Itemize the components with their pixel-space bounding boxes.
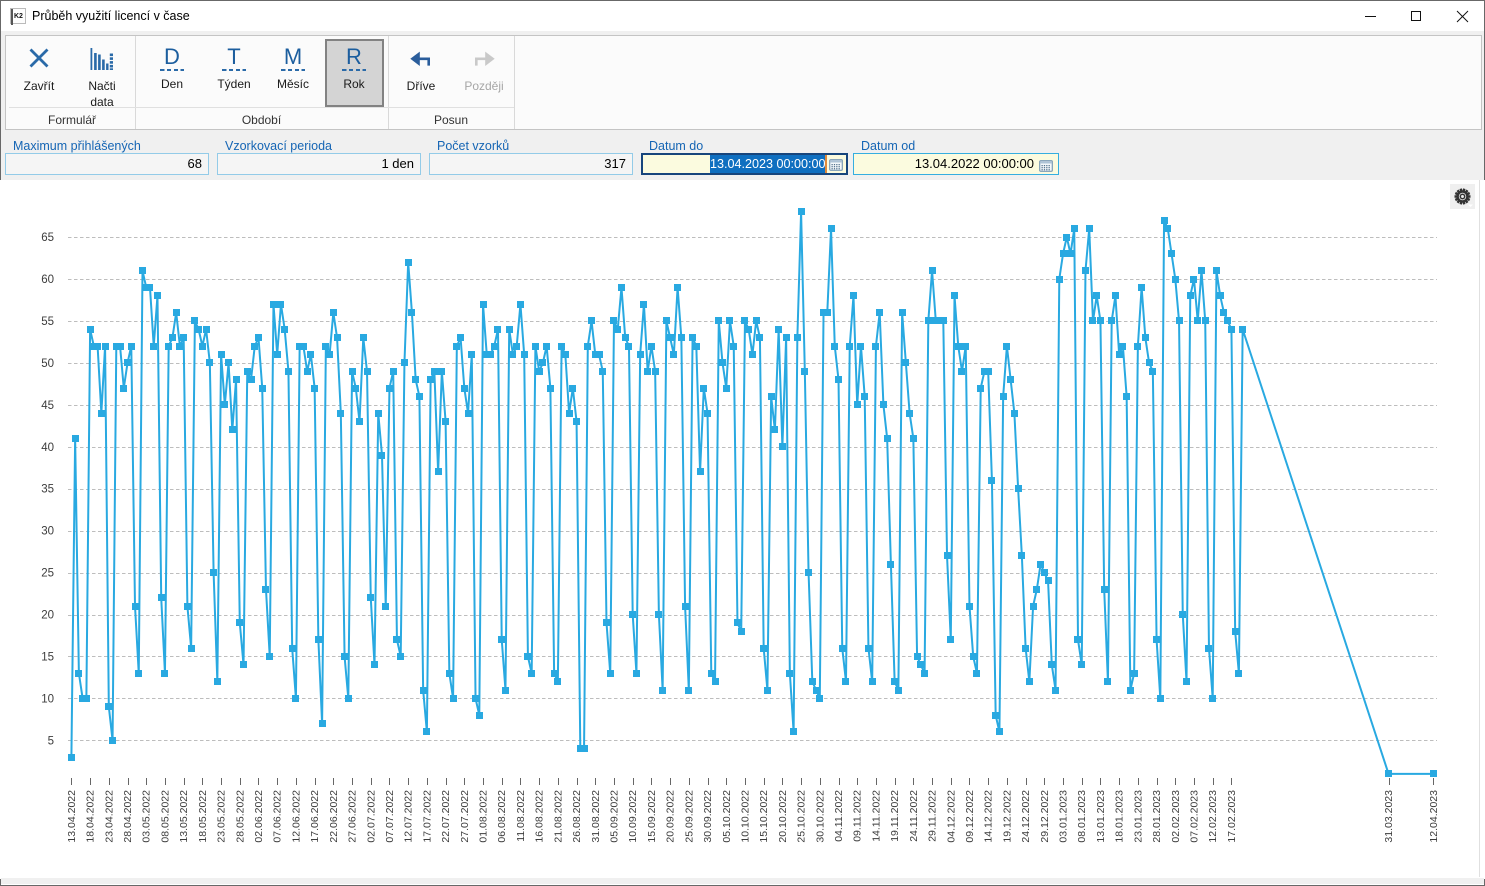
svg-text:12.07.2022: 12.07.2022: [403, 790, 415, 843]
svg-text:17.02.2023: 17.02.2023: [1226, 790, 1238, 843]
svg-text:27.06.2022: 27.06.2022: [347, 790, 359, 843]
svg-text:02.06.2022: 02.06.2022: [253, 790, 265, 843]
svg-text:23.04.2022: 23.04.2022: [103, 790, 115, 843]
svg-text:26.08.2022: 26.08.2022: [571, 790, 583, 843]
svg-text:19.11.2022: 19.11.2022: [889, 790, 901, 842]
svg-text:10: 10: [41, 693, 54, 705]
svg-text:20: 20: [41, 610, 54, 622]
svg-text:07.02.2023: 07.02.2023: [1189, 790, 1201, 843]
svg-text:10.09.2022: 10.09.2022: [627, 790, 639, 843]
svg-text:65: 65: [41, 232, 54, 244]
svg-text:14.11.2022: 14.11.2022: [870, 790, 882, 842]
svg-text:05.09.2022: 05.09.2022: [608, 790, 620, 843]
svg-text:09.12.2022: 09.12.2022: [964, 790, 976, 843]
svg-text:12.04.2023: 12.04.2023: [1428, 790, 1440, 843]
svg-text:25.09.2022: 25.09.2022: [683, 790, 695, 843]
svg-text:13.04.2022: 13.04.2022: [66, 790, 78, 843]
svg-text:30: 30: [41, 526, 54, 538]
svg-text:29.11.2022: 29.11.2022: [927, 790, 939, 842]
svg-text:25.10.2022: 25.10.2022: [796, 790, 808, 843]
svg-text:02.02.2023: 02.02.2023: [1170, 790, 1182, 843]
svg-text:03.05.2022: 03.05.2022: [141, 790, 153, 843]
svg-text:17.06.2022: 17.06.2022: [309, 790, 321, 843]
svg-text:16.08.2022: 16.08.2022: [534, 790, 546, 843]
svg-text:05.10.2022: 05.10.2022: [721, 790, 733, 843]
svg-text:10.10.2022: 10.10.2022: [739, 790, 751, 843]
svg-text:02.07.2022: 02.07.2022: [365, 790, 377, 843]
svg-text:18.05.2022: 18.05.2022: [197, 790, 209, 843]
svg-text:13.05.2022: 13.05.2022: [178, 790, 190, 843]
svg-text:23.01.2023: 23.01.2023: [1132, 790, 1144, 843]
svg-text:31.08.2022: 31.08.2022: [590, 790, 602, 843]
svg-text:07.06.2022: 07.06.2022: [272, 790, 284, 843]
svg-text:20.09.2022: 20.09.2022: [665, 790, 677, 843]
svg-text:28.01.2023: 28.01.2023: [1151, 790, 1163, 843]
svg-text:28.05.2022: 28.05.2022: [234, 790, 246, 843]
svg-text:06.08.2022: 06.08.2022: [496, 790, 508, 843]
svg-text:19.12.2022: 19.12.2022: [1001, 790, 1013, 843]
svg-text:13.01.2023: 13.01.2023: [1095, 790, 1107, 843]
svg-text:15.10.2022: 15.10.2022: [758, 790, 770, 843]
svg-text:22.06.2022: 22.06.2022: [328, 790, 340, 843]
svg-text:07.07.2022: 07.07.2022: [384, 790, 396, 843]
svg-text:20.10.2022: 20.10.2022: [777, 790, 789, 843]
svg-text:22.07.2022: 22.07.2022: [440, 790, 452, 843]
svg-text:25: 25: [41, 568, 54, 580]
svg-text:03.01.2023: 03.01.2023: [1058, 790, 1070, 843]
svg-text:29.12.2022: 29.12.2022: [1039, 790, 1051, 843]
svg-text:30.09.2022: 30.09.2022: [702, 790, 714, 843]
svg-text:14.12.2022: 14.12.2022: [983, 790, 995, 843]
svg-text:27.07.2022: 27.07.2022: [459, 790, 471, 843]
svg-text:12.02.2023: 12.02.2023: [1207, 790, 1219, 843]
svg-text:17.07.2022: 17.07.2022: [421, 790, 433, 843]
svg-text:24.12.2022: 24.12.2022: [1020, 790, 1032, 843]
svg-text:60: 60: [41, 274, 54, 286]
svg-text:04.11.2022: 04.11.2022: [833, 790, 845, 842]
svg-text:24.11.2022: 24.11.2022: [908, 790, 920, 842]
svg-text:23.05.2022: 23.05.2022: [216, 790, 228, 843]
svg-text:11.08.2022: 11.08.2022: [515, 790, 527, 842]
svg-text:08.01.2023: 08.01.2023: [1076, 790, 1088, 843]
svg-text:18.04.2022: 18.04.2022: [85, 790, 97, 843]
svg-text:18.01.2023: 18.01.2023: [1114, 790, 1126, 843]
svg-text:35: 35: [41, 484, 54, 496]
svg-text:21.08.2022: 21.08.2022: [552, 790, 564, 843]
svg-text:40: 40: [41, 442, 54, 454]
svg-text:04.12.2022: 04.12.2022: [945, 790, 957, 843]
svg-text:09.11.2022: 09.11.2022: [852, 790, 864, 842]
svg-text:45: 45: [41, 400, 54, 412]
svg-text:01.08.2022: 01.08.2022: [478, 790, 490, 843]
svg-text:28.04.2022: 28.04.2022: [122, 790, 134, 843]
svg-text:12.06.2022: 12.06.2022: [290, 790, 302, 843]
svg-text:50: 50: [41, 358, 54, 370]
svg-text:30.10.2022: 30.10.2022: [814, 790, 826, 843]
svg-text:08.05.2022: 08.05.2022: [159, 790, 171, 843]
svg-text:5: 5: [48, 735, 54, 747]
svg-text:31.03.2023: 31.03.2023: [1383, 790, 1395, 843]
svg-text:15: 15: [41, 651, 54, 663]
svg-text:15.09.2022: 15.09.2022: [646, 790, 658, 843]
svg-text:55: 55: [41, 316, 54, 328]
